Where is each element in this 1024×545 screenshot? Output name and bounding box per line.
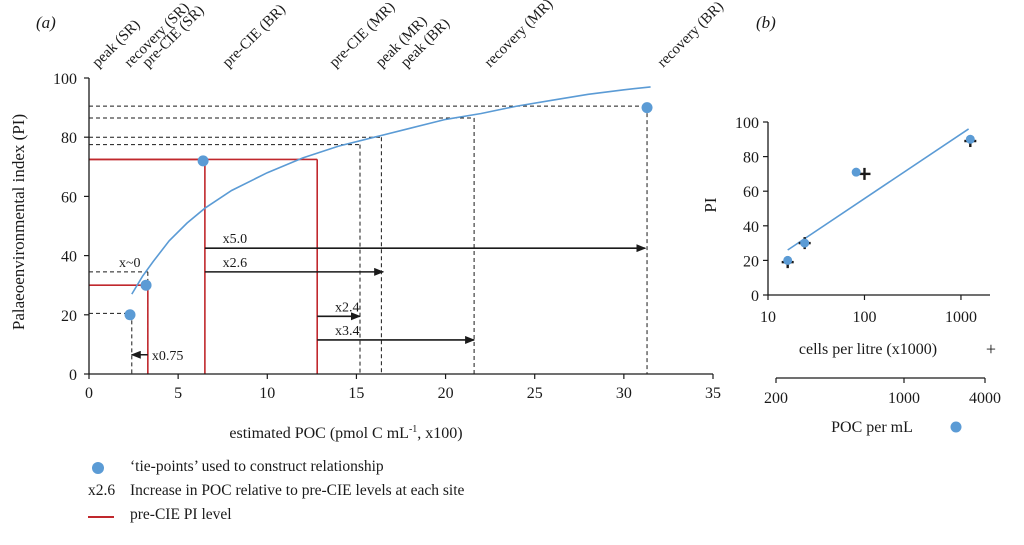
x-tick-label: 20 xyxy=(438,385,454,402)
y-tick-label: 0 xyxy=(751,288,759,305)
fit-line xyxy=(787,128,970,251)
y-tick-label: 20 xyxy=(61,308,77,325)
x-tick-label: 15 xyxy=(348,385,364,402)
x-tick-label: 10 xyxy=(259,385,275,402)
y-tick-label: 60 xyxy=(743,184,759,201)
legend-multiplier: x2.6 xyxy=(88,482,116,499)
tie-points xyxy=(124,102,653,321)
scatter-points xyxy=(781,134,977,269)
top-label: pre-CIE (BR) xyxy=(220,1,289,70)
y-axis-label: PI xyxy=(701,197,720,212)
axes: 0 20 40 60 80 100 10 100 1000 xyxy=(735,115,990,326)
x-axis-label: estimated POC (pmol C mL-1, x100) xyxy=(229,424,462,442)
arrow-label: x2.6 xyxy=(223,256,248,271)
x-axis-label: cells per litre (x1000) xyxy=(799,341,937,358)
y-tick-label: 80 xyxy=(61,130,77,147)
axes: 0 5 10 15 20 25 30 35 0 20 40 60 80 100 xyxy=(53,71,721,402)
secondary-x-axis-label: POC per mL xyxy=(831,419,913,436)
secondary-x-tick-label: 200 xyxy=(764,390,788,407)
top-label: recovery (MR) xyxy=(482,0,557,71)
arrow-label: x0.75 xyxy=(152,349,184,364)
arrow-label: x2.4 xyxy=(335,300,360,315)
y-tick-label: 40 xyxy=(61,249,77,266)
arrows: x2.6 x5.0 x2.4 x3.4 x0.75 x~0 xyxy=(119,232,647,364)
tie-point xyxy=(641,102,653,114)
y-tick-label: 80 xyxy=(743,150,759,167)
arrow-label: x3.4 xyxy=(335,324,360,339)
legend-label: Increase in POC relative to pre-CIE leve… xyxy=(130,482,465,499)
x-tick-label: 35 xyxy=(705,385,721,402)
scatter-dot xyxy=(965,134,975,144)
small-label: x~0 xyxy=(119,256,141,271)
tie-point xyxy=(140,279,152,291)
x-tick-label: 100 xyxy=(852,309,876,326)
x-tick-label: 0 xyxy=(85,385,93,402)
x-tick-label: 30 xyxy=(616,385,632,402)
secondary-x-axis: 200 1000 4000 xyxy=(764,377,1001,407)
scatter-plus xyxy=(858,167,871,180)
scatter-dot xyxy=(851,167,861,177)
secondary-x-tick-label: 4000 xyxy=(969,390,1001,407)
x-tick-label: 1000 xyxy=(945,309,977,326)
panel-a: (a) peak (SR)recovery (SR)pre-CIE (SR) pr… xyxy=(9,0,727,442)
panel-b: (b) 0 20 40 60 80 100 10 100 1000 PI cells per l… xyxy=(701,13,1001,436)
top-labels: peak (SR)recovery (SR)pre-CIE (SR) pre-CI… xyxy=(89,0,726,71)
scatter-dot xyxy=(783,255,793,265)
x-tick-label: 5 xyxy=(174,385,182,402)
y-tick-label: 0 xyxy=(69,367,77,384)
y-tick-label: 20 xyxy=(743,253,759,270)
legend-label: pre-CIE PI level xyxy=(130,506,232,523)
legend-dot-icon xyxy=(88,458,114,478)
tie-point xyxy=(197,155,209,167)
y-tick-label: 40 xyxy=(743,219,759,236)
top-label: recovery (BR) xyxy=(655,0,727,71)
legend-red-line-icon xyxy=(88,506,114,526)
x-tick-label: 10 xyxy=(760,309,776,326)
y-axis-label: Palaeoenvironmental index (PI) xyxy=(9,114,28,330)
dashed-guides xyxy=(89,105,648,374)
y-tick-label: 60 xyxy=(61,189,77,206)
panel-b-label: (b) xyxy=(756,13,776,32)
x-axis-marker: + xyxy=(986,339,996,359)
arrow-label: x5.0 xyxy=(223,232,248,247)
x-tick-label: 25 xyxy=(527,385,543,402)
y-tick-label: 100 xyxy=(735,115,759,132)
legend-label: ‘tie-points’ used to construct relations… xyxy=(130,458,384,475)
y-tick-label: 100 xyxy=(53,71,77,88)
secondary-x-tick-label: 1000 xyxy=(888,390,920,407)
curve-line xyxy=(131,86,651,295)
tie-point xyxy=(124,309,136,321)
panel-a-label: (a) xyxy=(36,13,56,32)
secondary-x-axis-marker xyxy=(950,421,962,433)
scatter-dot xyxy=(800,238,810,248)
